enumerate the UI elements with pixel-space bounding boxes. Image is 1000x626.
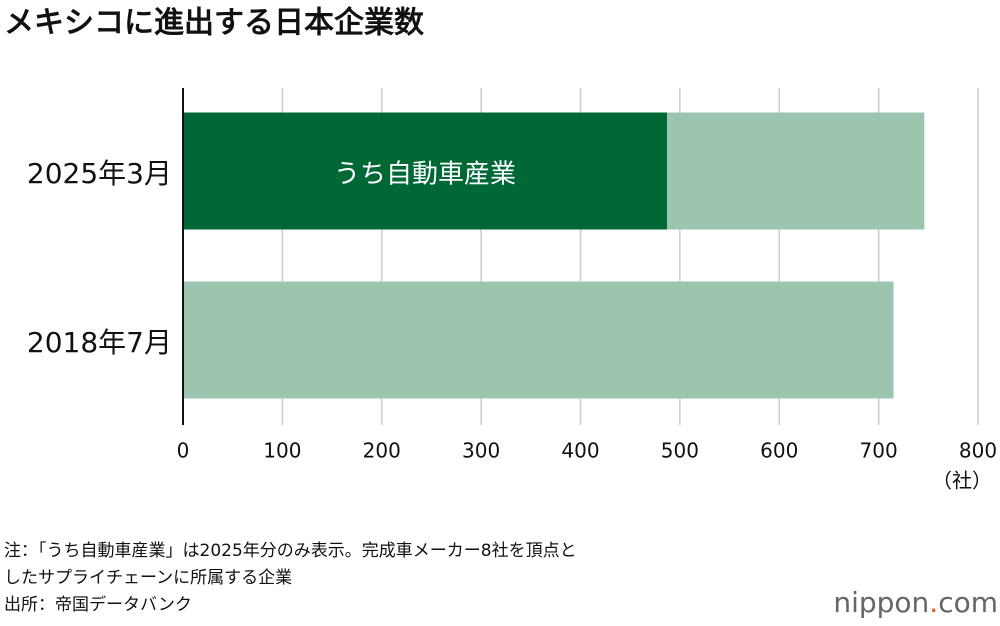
source: 出所：帝国データバンク: [4, 594, 192, 615]
brand-part: .: [929, 586, 938, 619]
x-tick-label: 200: [363, 439, 401, 463]
y-tick-label: 2025年3月: [27, 157, 172, 190]
x-axis-unit: （社）: [932, 469, 992, 493]
bar: [183, 112, 667, 230]
x-tick-label: 800: [959, 439, 997, 463]
x-tick-label: 0: [177, 439, 190, 463]
note: したサプライチェーンに所属する企業: [4, 568, 292, 588]
x-tick-label: 100: [263, 439, 301, 463]
note: 注：「うち自動車産業」は2025年分のみ表示。完成車メーカー8社を頂点と: [4, 541, 577, 561]
x-tick-label: 600: [760, 439, 798, 463]
chart-title: メキシコに進出する日本企業数: [4, 6, 425, 41]
x-tick-label: 400: [561, 439, 599, 463]
x-tick-label: 300: [462, 439, 500, 463]
brand-logo: nippon.com: [833, 586, 998, 619]
bar-series-label: うち自動車産業: [334, 160, 516, 190]
brand-part: com: [938, 586, 998, 619]
bar: [183, 281, 894, 399]
y-tick-label: 2018年7月: [27, 326, 172, 359]
brand-part: nippon: [833, 586, 929, 619]
x-tick-label: 700: [860, 439, 898, 463]
x-tick-label: 500: [661, 439, 699, 463]
